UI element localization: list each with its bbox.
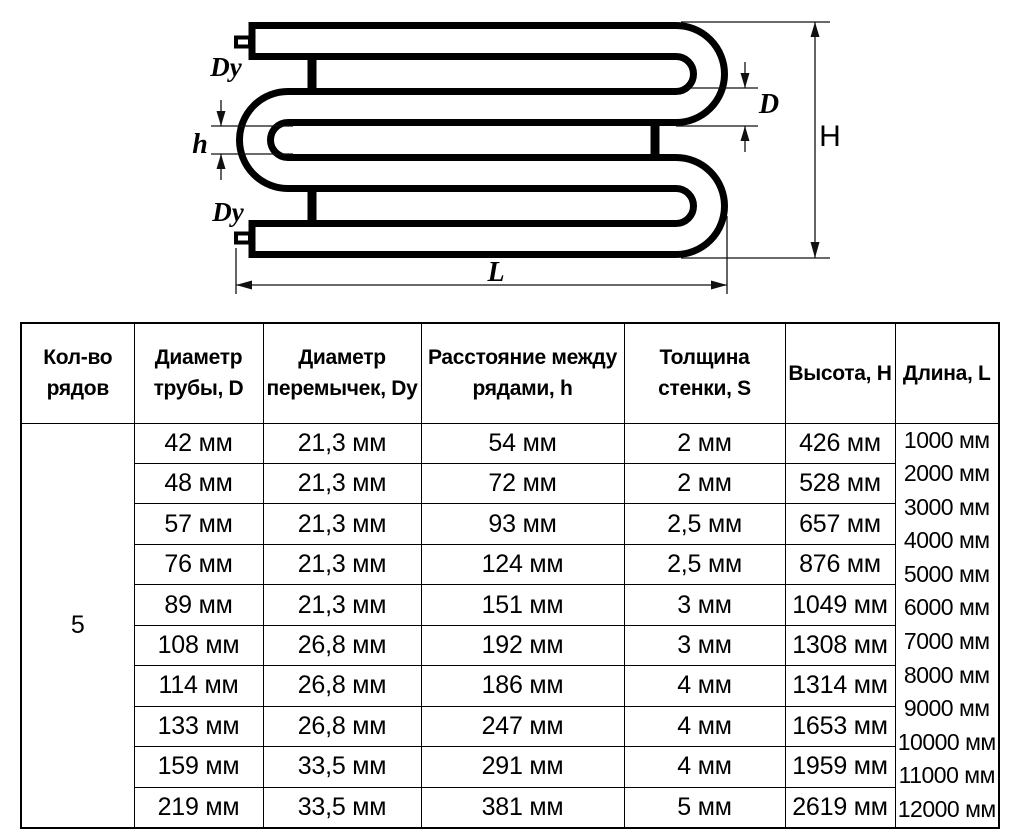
value-cell: 2 мм [623, 462, 786, 505]
table-row: 57 мм 21,3 мм 93 мм 2,5 мм 657 мм [21, 503, 999, 545]
length-label: L [486, 257, 504, 288]
table-row: 76 мм 21,3 мм 124 мм 2,5 мм 876 мм [21, 543, 999, 586]
row-count-cell: 5 [20, 422, 135, 829]
value-cell: 33,5 мм [262, 786, 422, 829]
value-cell: 186 мм [420, 665, 625, 707]
value-cell: 1959 мм [784, 746, 896, 788]
table-row: 159 мм 33,5 мм 291 мм 4 мм 1959 мм [21, 746, 999, 788]
value-cell: 5 мм [623, 786, 786, 829]
inlet-stub [234, 35, 252, 49]
value-cell: 26,8 мм [262, 665, 422, 707]
value-cell: 33,5 мм [262, 746, 422, 788]
table-row: 89 мм 21,3 мм 151 мм 3 мм 1049 мм [21, 584, 999, 626]
connection-stubs [234, 35, 252, 245]
value-cell: 151 мм [420, 584, 625, 626]
value-cell: 528 мм [784, 462, 896, 505]
value-cell: 2619 мм [784, 786, 896, 829]
serpentine-coil [236, 21, 728, 258]
jumpers [307, 57, 660, 223]
value-cell: 21,3 мм [262, 584, 422, 626]
height-label: H [819, 120, 841, 153]
table-row: 5 42 мм 21,3 мм 54 мм 2 мм 426 мм 1000 мм 2000… [20, 422, 1000, 829]
value-cell: 57 мм [133, 503, 264, 545]
dimension-arrowheads [216, 22, 820, 290]
value-cell: 192 мм [420, 624, 625, 667]
table-row: 114 мм 26,8 мм 186 мм 4 мм 1314 мм [21, 665, 999, 707]
value-cell: 42 мм [133, 422, 264, 464]
value-cell: 72 мм [420, 462, 625, 505]
value-cell: 76 мм [133, 543, 264, 586]
table-row: 108 мм 26,8 мм 192 мм 3 мм 1308 мм [21, 624, 999, 667]
col-header-height: Высота, H [784, 322, 896, 424]
value-cell: 21,3 мм [262, 462, 422, 505]
value-cell: 133 мм [133, 705, 264, 748]
value-cell: 219 мм [133, 786, 264, 829]
value-cell: 21,3 мм [262, 543, 422, 586]
dy-top-label: Dy [209, 52, 242, 82]
d-label: D [758, 89, 779, 120]
value-cell: 48 мм [133, 462, 264, 505]
value-cell: 1314 мм [784, 665, 896, 707]
value-cell: 93 мм [420, 503, 625, 545]
value-cell: 1308 мм [784, 624, 896, 667]
value-cell: 54 мм [420, 422, 625, 464]
header-row: Кол-во рядов Диаметр трубы, D Диаметр пе… [20, 322, 1000, 424]
col-header-row-spacing: Расстояние между рядами, h [420, 322, 625, 424]
value-cell: 4 мм [623, 665, 786, 707]
length-options-cell: 1000 мм 2000 мм 3000 мм 4000 мм 5000 мм … [894, 422, 1000, 829]
table-row: 219 мм 33,5 мм 381 мм 5 мм 2619 мм [21, 786, 999, 829]
value-cell: 4 мм [623, 746, 786, 788]
value-cell: 114 мм [133, 665, 264, 707]
value-cell: 1049 мм [784, 584, 896, 626]
serpentine-pipe-drawing: Dy Dy h D H L [192, 21, 841, 294]
value-cell: 426 мм [784, 422, 896, 464]
value-cell: 3 мм [623, 624, 786, 667]
value-cell: 291 мм [420, 746, 625, 788]
value-cell: 26,8 мм [262, 705, 422, 748]
value-cell: 1653 мм [784, 705, 896, 748]
value-cell: 159 мм [133, 746, 264, 788]
register-diagram: Dy Dy h D H L [0, 0, 1012, 315]
value-cell: 21,3 мм [262, 422, 422, 464]
spec-table-body: 5 42 мм 21,3 мм 54 мм 2 мм 426 мм 1000 мм 2000… [20, 422, 1000, 829]
value-cell: 2,5 мм [623, 543, 786, 586]
col-header-wall-thickness: Толщина стенки, S [623, 322, 786, 424]
value-cell: 2,5 мм [623, 503, 786, 545]
table-row: 48 мм 21,3 мм 72 мм 2 мм 528 мм [21, 462, 999, 505]
value-cell: 108 мм [133, 624, 264, 667]
col-header-row-count: Кол-во рядов [20, 322, 135, 424]
value-cell: 381 мм [420, 786, 625, 829]
value-cell: 26,8 мм [262, 624, 422, 667]
value-cell: 657 мм [784, 503, 896, 545]
value-cell: 21,3 мм [262, 503, 422, 545]
value-cell: 247 мм [420, 705, 625, 748]
value-cell: 124 мм [420, 543, 625, 586]
table-row: 133 мм 26,8 мм 247 мм 4 мм 1653 мм [21, 705, 999, 748]
value-cell: 4 мм [623, 705, 786, 748]
dy-bottom-label: Dy [211, 197, 244, 227]
value-cell: 89 мм [133, 584, 264, 626]
col-header-pipe-diameter: Диаметр трубы, D [133, 322, 264, 424]
h-label: h [192, 129, 208, 160]
value-cell: 3 мм [623, 584, 786, 626]
value-cell: 2 мм [623, 422, 786, 464]
value-cell: 876 мм [784, 543, 896, 586]
outlet-stub [234, 231, 252, 245]
col-header-jumper-diameter: Диаметр перемычек, Dy [262, 322, 422, 424]
spec-table: Кол-во рядов Диаметр трубы, D Диаметр пе… [20, 322, 1000, 829]
col-header-length: Длина, L [894, 322, 1000, 424]
